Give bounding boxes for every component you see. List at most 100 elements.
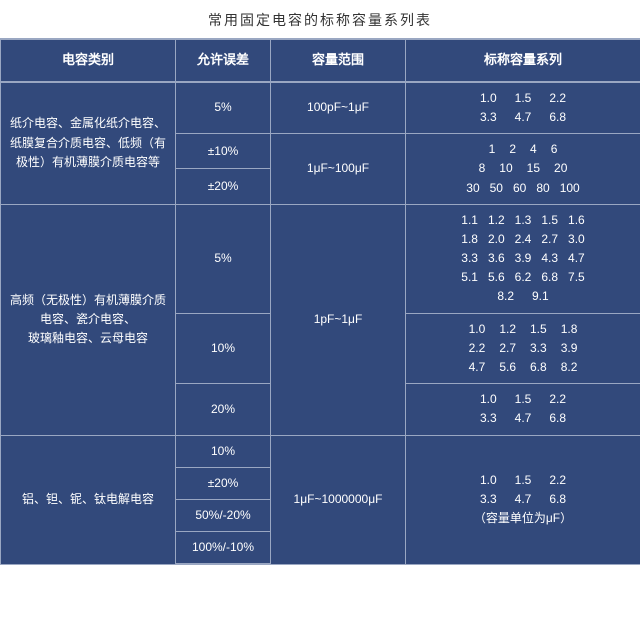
table-row: 铝、钽、铌、钛电解电容10%1μF~1000000μF1.01.52.23.34… (1, 435, 640, 467)
series-line: 30506080100 (410, 179, 636, 198)
series-value: 1.1 (461, 211, 478, 230)
series-value: 4.7 (515, 409, 532, 428)
series-line: 1.01.52.2 (410, 89, 636, 108)
series-value: 3.3 (480, 108, 497, 127)
series-value: 4.3 (541, 249, 558, 268)
cell-tolerance: 10% (176, 313, 271, 384)
series-value: 6 (551, 140, 558, 159)
cell-series: 1.01.21.51.82.22.73.33.94.75.66.88.2 (406, 313, 640, 384)
capacitor-table: 电容类别 允许误差 容量范围 标称容量系列 纸介电容、金属化纸介电容、纸膜复合介… (0, 38, 640, 565)
series-value: 60 (513, 179, 526, 198)
series-value: 5.1 (461, 268, 478, 287)
page-title: 常用固定电容的标称容量系列表 (0, 0, 640, 38)
cell-tolerance: 50%/-20% (176, 499, 271, 531)
series-value: 1.3 (515, 211, 532, 230)
series-value: 4 (530, 140, 537, 159)
cell-tolerance: 5% (176, 204, 271, 313)
col-series: 标称容量系列 (406, 39, 640, 82)
header-row: 电容类别 允许误差 容量范围 标称容量系列 (1, 39, 640, 82)
series-value: 1.2 (488, 211, 505, 230)
series-value: 1.8 (561, 320, 578, 339)
series-value: 4.7 (568, 249, 585, 268)
series-line: 3.3 4.7 6.8 (410, 409, 636, 428)
cell-series: 1.01.52.23.34.76.8 (406, 384, 640, 435)
col-tolerance: 允许误差 (176, 39, 271, 82)
cell-range: 1pF~1μF (271, 204, 406, 435)
cell-tolerance: ±20% (176, 467, 271, 499)
series-value: 1.2 (499, 320, 516, 339)
series-value: 3.3 (480, 409, 497, 428)
col-range: 容量范围 (271, 39, 406, 82)
series-value: （容量单位为μF） (474, 509, 572, 528)
series-value: 8 (479, 159, 486, 178)
series-value: 2.0 (488, 230, 505, 249)
series-line: 8 10 15 20 (410, 159, 636, 178)
series-value: 8.2 (561, 358, 578, 377)
series-value: 4.7 (515, 108, 532, 127)
cell-tolerance: ±20% (176, 169, 271, 204)
series-line: 2.22.73.33.9 (410, 339, 636, 358)
col-category: 电容类别 (1, 39, 176, 82)
cell-range: 100pF~1μF (271, 82, 406, 134)
series-value: 1.5 (541, 211, 558, 230)
series-value: 1 (489, 140, 496, 159)
series-value: 20 (554, 159, 567, 178)
cell-tolerance: 100%/-10% (176, 532, 271, 565)
series-line: 3.3 4.7 6.8 (410, 108, 636, 127)
series-value: 2.4 (515, 230, 532, 249)
cell-series: 1.01.52.23.34.76.8 (406, 82, 640, 134)
series-value: 1.5 (515, 89, 532, 108)
series-value: 5.6 (499, 358, 516, 377)
cell-series: 1.11.21.31.51.61.82.02.42.73.03.33.63.94… (406, 204, 640, 313)
series-line: 1246 (410, 140, 636, 159)
series-value: 2.2 (549, 471, 566, 490)
cell-category: 高频（无极性）有机薄膜介质电容、瓷介电容、玻璃釉电容、云母电容 (1, 204, 176, 435)
series-value: 30 (466, 179, 479, 198)
series-line: 8.2 9.1 (410, 287, 636, 306)
series-line: 1.82.02.42.73.0 (410, 230, 636, 249)
series-line: 3.3 4.7 6.8 (410, 490, 636, 509)
series-line: 4.75.66.88.2 (410, 358, 636, 377)
series-value: 1.0 (480, 471, 497, 490)
series-value: 4.7 (515, 490, 532, 509)
cell-category: 纸介电容、金属化纸介电容、纸膜复合介质电容、低频（有极性）有机薄膜介质电容等 (1, 82, 176, 204)
series-value: 1.5 (515, 390, 532, 409)
table-row: 纸介电容、金属化纸介电容、纸膜复合介质电容、低频（有极性）有机薄膜介质电容等5%… (1, 82, 640, 134)
series-value: 6.8 (541, 268, 558, 287)
series-value: 1.0 (480, 390, 497, 409)
cell-tolerance: 10% (176, 435, 271, 467)
series-value: 3.6 (488, 249, 505, 268)
cell-tolerance: 20% (176, 384, 271, 435)
series-line: （容量单位为μF） (410, 509, 636, 528)
series-value: 1.5 (515, 471, 532, 490)
cell-tolerance: 5% (176, 82, 271, 134)
series-value: 2 (509, 140, 516, 159)
series-value: 2.2 (469, 339, 486, 358)
series-line: 1.01.21.51.8 (410, 320, 636, 339)
series-value: 1.0 (469, 320, 486, 339)
series-line: 5.15.66.26.87.5 (410, 268, 636, 287)
cell-series: 1246810152030506080100 (406, 134, 640, 205)
series-value: 6.8 (549, 490, 566, 509)
series-value: 15 (527, 159, 540, 178)
series-value: 6.8 (549, 108, 566, 127)
series-value: 100 (560, 179, 580, 198)
series-value: 5.6 (488, 268, 505, 287)
series-value: 9.1 (532, 287, 549, 306)
series-line: 1.0 1.5 2.2 (410, 471, 636, 490)
series-line: 3.33.63.94.34.7 (410, 249, 636, 268)
series-value: 1.0 (480, 89, 497, 108)
series-value: 2.7 (499, 339, 516, 358)
series-value: 7.5 (568, 268, 585, 287)
series-value: 3.3 (480, 490, 497, 509)
series-value: 6.8 (549, 409, 566, 428)
series-value: 3.3 (461, 249, 478, 268)
series-value: 1.6 (568, 211, 585, 230)
cell-series: 1.0 1.5 2.2 3.3 4.7 6.8（容量单位为μF） (406, 435, 640, 564)
series-value: 8.2 (497, 287, 514, 306)
series-value: 80 (536, 179, 549, 198)
series-value: 10 (499, 159, 512, 178)
table-row: 高频（无极性）有机薄膜介质电容、瓷介电容、玻璃釉电容、云母电容5%1pF~1μF… (1, 204, 640, 313)
series-value: 1.8 (461, 230, 478, 249)
cell-range: 1μF~100μF (271, 134, 406, 205)
